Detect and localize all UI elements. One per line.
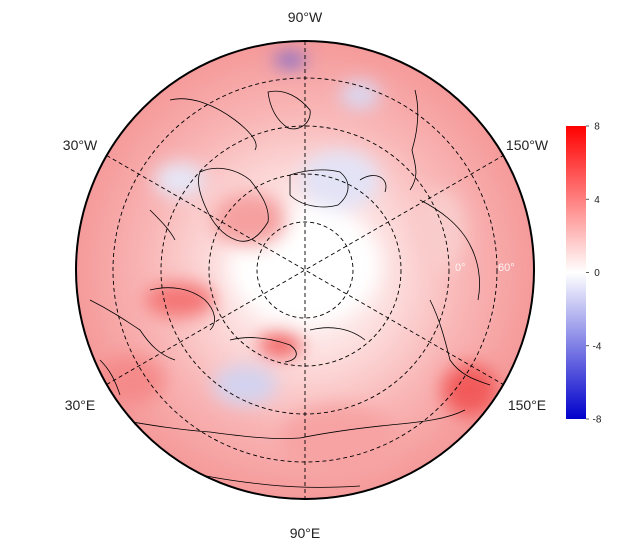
lon-label-lower-right: 150°E [508, 397, 546, 413]
lat-label-0: 0° [455, 262, 466, 274]
lat-circle-80 [256, 221, 354, 319]
colorbar: 8 4 0 -4 -8 [566, 122, 602, 426]
colorbar-gradient [566, 126, 586, 419]
colorbar-tick-label: -8 [593, 415, 602, 426]
coastlines [89, 89, 491, 488]
colorbar-tick-label: 8 [594, 122, 600, 133]
lon-label-upper-left: 30°W [63, 137, 98, 153]
map-boundary [75, 40, 535, 500]
meridian-30-150 [106, 155, 504, 385]
lat-label-1: 60° [498, 262, 515, 274]
lon-label-lower-left: 30°E [65, 397, 96, 413]
meridian-150-30 [106, 155, 504, 385]
anomaly-field [76, 41, 534, 499]
colorbar-ticks: 8 4 0 -4 -8 [586, 122, 602, 426]
colorbar-tick-label: 0 [594, 268, 600, 279]
colorbar-tick-label: 4 [594, 195, 600, 206]
graticule [106, 41, 504, 499]
lon-label-top: 90°W [288, 9, 323, 25]
lon-label-upper-right: 150°W [506, 137, 549, 153]
lon-label-bottom: 90°E [290, 525, 321, 541]
colorbar-tick-label: -4 [593, 341, 602, 352]
